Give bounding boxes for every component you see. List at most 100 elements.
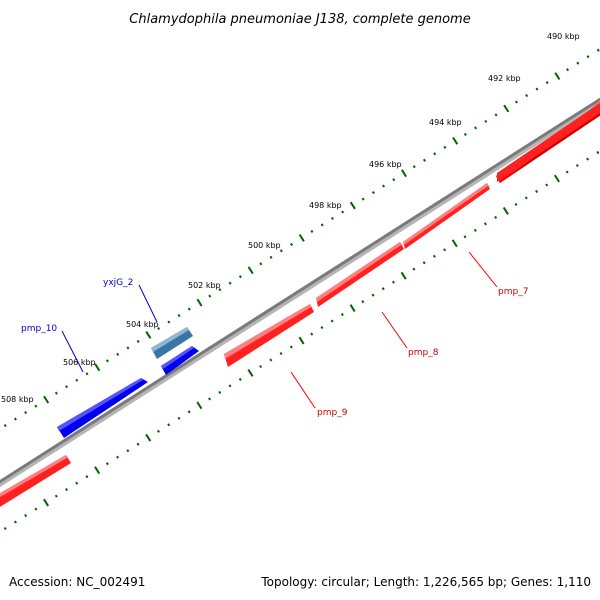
gene-forward-small[interactable] (161, 346, 199, 375)
inner-ruler-tick (105, 462, 109, 466)
scale-label-498: 498 kbp (309, 201, 342, 210)
inner-ruler-tick (349, 304, 356, 313)
leader-pmp_8 (381, 311, 408, 349)
inner-ruler-tick (43, 498, 50, 507)
gene-pmp_7[interactable] (496, 100, 600, 183)
inner-ruler-tick (238, 377, 242, 381)
gene-pmp_8-part[interactable] (316, 242, 404, 307)
inner-ruler-tick (228, 384, 232, 388)
outer-ruler-tick (443, 145, 447, 149)
genome-backbone (0, 97, 600, 488)
inner-ruler-tick (535, 189, 539, 194)
label-pmp_9: pmp_9 (317, 408, 348, 418)
inner-ruler-tick (422, 261, 426, 265)
inner-ruler-tick (586, 157, 590, 161)
inner-ruler-tick (94, 466, 101, 475)
outer-ruler-tick (422, 158, 426, 162)
inner-ruler-tick (156, 429, 160, 433)
label-yxjG_2: yxjG_2 (103, 278, 133, 288)
inner-ruler-tick (381, 287, 385, 291)
outer-ruler-tick (85, 372, 89, 376)
outer-ruler-tick (290, 242, 294, 246)
outer-ruler-tick (65, 385, 69, 389)
inner-ruler-tick (451, 239, 458, 248)
outer-ruler-tick (401, 169, 407, 178)
inner-ruler-tick (432, 254, 436, 258)
outer-ruler-tick (3, 423, 7, 428)
outer-ruler-tick (545, 81, 549, 85)
inner-ruler-tick (473, 228, 477, 232)
inner-ruler-tick (145, 433, 152, 442)
inner-ruler-tick (545, 183, 549, 187)
outer-ruler-tick (382, 184, 386, 188)
inner-ruler-tick (391, 280, 395, 284)
outer-ruler-tick (157, 326, 161, 331)
outer-ruler-tick (535, 87, 539, 91)
scale-label-494: 494 kbp (429, 118, 462, 127)
outer-ruler-tick (494, 113, 498, 117)
outer-ruler-tick (116, 352, 120, 356)
outer-ruler-tick (208, 294, 212, 298)
map-title: Chlamydophila pneumoniae J138, complete … (129, 12, 470, 27)
outer-ruler-tick (269, 255, 273, 259)
gene-pmp_10[interactable] (57, 378, 148, 438)
inner-ruler-tick (3, 526, 7, 531)
inner-scale-ruler (3, 150, 600, 531)
inner-ruler-tick (524, 196, 528, 200)
outer-ruler-tick (330, 216, 334, 221)
outer-ruler-tick (433, 152, 437, 156)
outer-ruler-tick (474, 126, 478, 130)
inner-ruler-tick (320, 326, 324, 330)
inner-ruler-tick (340, 313, 344, 317)
inner-ruler-tick (502, 206, 509, 215)
outer-ruler-tick (349, 201, 356, 210)
outer-ruler-tick (228, 281, 232, 285)
leader-pmp_7 (468, 251, 498, 288)
inner-ruler-tick (289, 345, 293, 349)
outer-ruler-tick (463, 132, 467, 136)
outer-ruler-tick (177, 313, 181, 318)
inner-ruler-tick (126, 449, 130, 453)
outer-scale-ruler (3, 48, 600, 428)
inner-ruler-tick (553, 174, 560, 183)
outer-ruler-tick (167, 320, 171, 324)
inner-ruler-tick (13, 520, 17, 524)
outer-ruler-tick (298, 233, 305, 242)
outer-ruler-tick (576, 61, 580, 65)
inner-ruler-tick (494, 215, 498, 219)
outer-ruler-tick (341, 210, 345, 214)
outer-ruler-tick (361, 197, 365, 201)
gene-reverse-left[interactable] (0, 455, 71, 510)
outer-ruler-tick (94, 363, 101, 372)
inner-ruler-tick (116, 455, 120, 459)
outer-ruler-tick (24, 411, 28, 415)
outer-ruler-tick (586, 55, 590, 59)
outer-ruler-tick (43, 395, 50, 404)
inner-ruler-tick (196, 401, 203, 410)
inner-ruler-tick (167, 423, 171, 427)
outer-ruler-tick (596, 48, 600, 52)
outer-ruler-tick (105, 359, 109, 363)
outer-ruler-tick (259, 262, 263, 266)
scale-label-502: 502 kbp (188, 281, 221, 290)
inner-ruler-tick (596, 150, 600, 155)
outer-ruler-tick (514, 100, 518, 104)
outer-ruler-tick (75, 378, 79, 382)
outer-ruler-tick (34, 404, 38, 408)
inner-ruler-tick (483, 222, 487, 226)
outer-ruler-tick (145, 331, 152, 339)
inner-ruler-tick (136, 442, 140, 446)
label-pmp_7: pmp_7 (498, 287, 528, 297)
gene-yxjG_2[interactable] (151, 327, 193, 359)
outer-ruler-tick (54, 391, 58, 395)
outer-ruler-tick (13, 417, 17, 421)
outer-ruler-tick (320, 223, 324, 227)
gene-pmp_8[interactable] (403, 183, 490, 249)
scale-label-500: 500 kbp (248, 241, 281, 250)
inner-ruler-tick (177, 416, 181, 420)
outer-ruler-tick (554, 72, 561, 81)
outer-ruler-tick (412, 165, 416, 169)
gene-pmp_9[interactable] (224, 304, 314, 367)
